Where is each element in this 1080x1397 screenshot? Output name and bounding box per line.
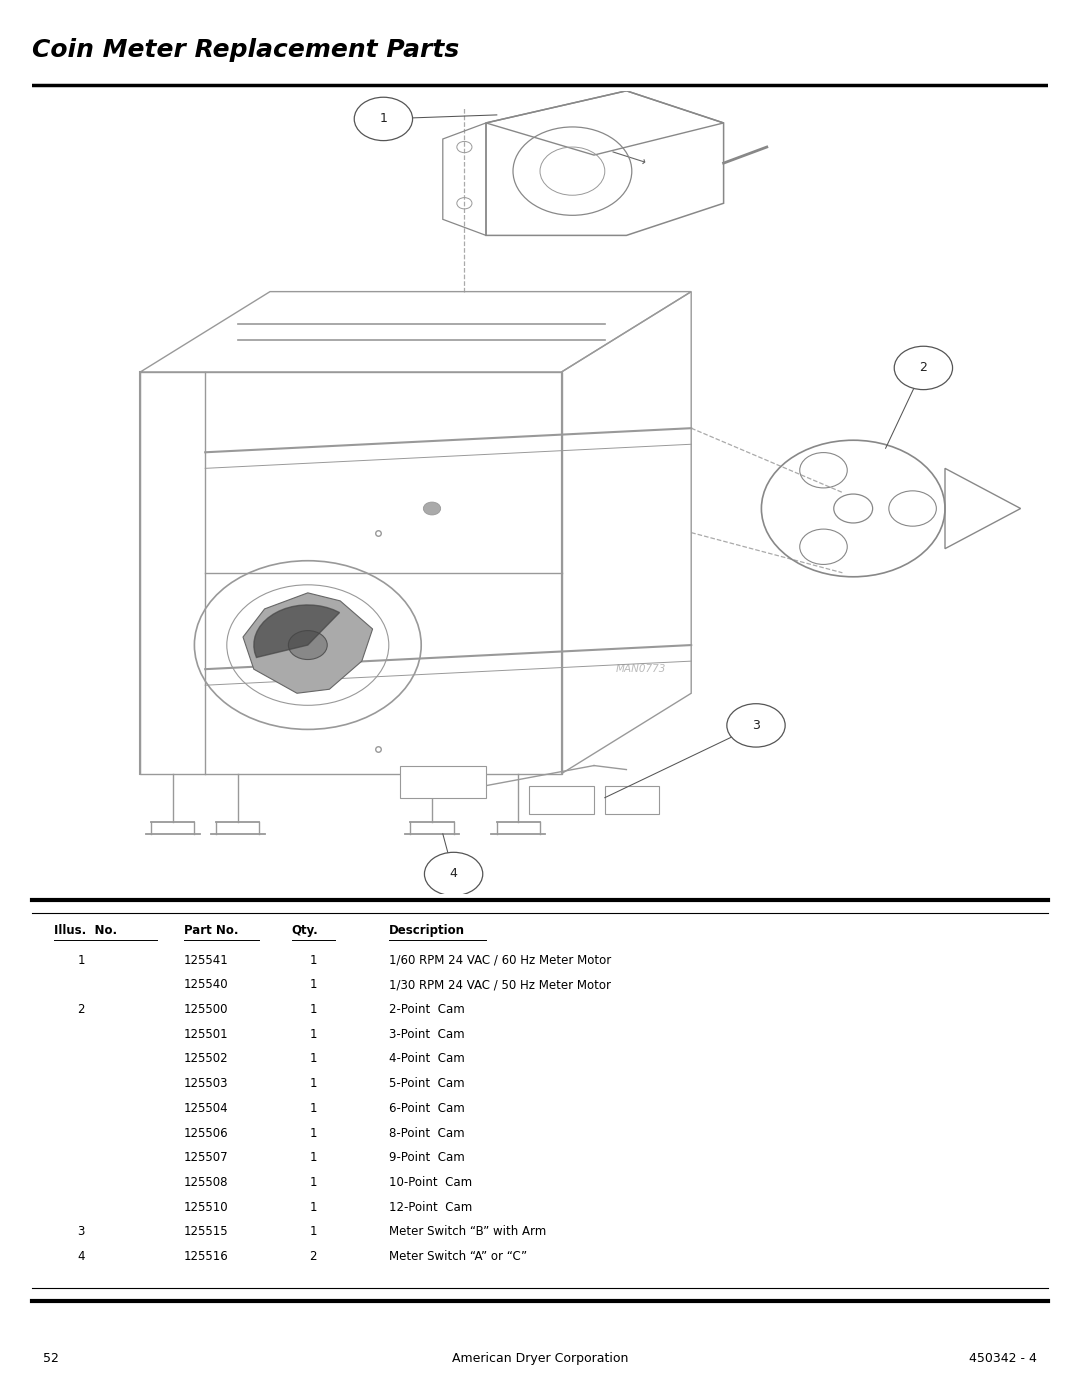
Text: 5-Point  Cam: 5-Point Cam — [389, 1077, 464, 1090]
Text: 1: 1 — [310, 1077, 316, 1090]
Text: 10-Point  Cam: 10-Point Cam — [389, 1176, 472, 1189]
Text: 2: 2 — [310, 1250, 316, 1263]
Circle shape — [354, 98, 413, 141]
Text: 1: 1 — [310, 1102, 316, 1115]
Text: 3: 3 — [78, 1225, 84, 1239]
Text: 4-Point  Cam: 4-Point Cam — [389, 1052, 464, 1066]
Text: 1: 1 — [310, 1225, 316, 1239]
Text: 1: 1 — [310, 1028, 316, 1041]
Text: 125515: 125515 — [184, 1225, 228, 1239]
Text: 1: 1 — [78, 954, 84, 967]
Text: 1: 1 — [310, 1052, 316, 1066]
Text: 125516: 125516 — [184, 1250, 228, 1263]
Text: 1: 1 — [310, 1126, 316, 1140]
Text: 125540: 125540 — [184, 978, 228, 992]
Text: 4: 4 — [78, 1250, 84, 1263]
Text: 6-Point  Cam: 6-Point Cam — [389, 1102, 464, 1115]
Polygon shape — [243, 592, 373, 693]
Text: 125501: 125501 — [184, 1028, 228, 1041]
Circle shape — [423, 502, 441, 515]
Text: 125510: 125510 — [184, 1201, 228, 1214]
Text: Description: Description — [389, 923, 464, 937]
Text: 2: 2 — [919, 362, 928, 374]
Text: 12-Point  Cam: 12-Point Cam — [389, 1201, 472, 1214]
Text: 125541: 125541 — [184, 954, 228, 967]
Text: 2-Point  Cam: 2-Point Cam — [389, 1003, 464, 1016]
Text: 1/60 RPM 24 VAC / 60 Hz Meter Motor: 1/60 RPM 24 VAC / 60 Hz Meter Motor — [389, 954, 611, 967]
Text: 4: 4 — [449, 868, 458, 880]
Text: 450342 - 4: 450342 - 4 — [969, 1352, 1037, 1365]
Bar — [529, 785, 594, 813]
Text: 3-Point  Cam: 3-Point Cam — [389, 1028, 464, 1041]
Text: 8-Point  Cam: 8-Point Cam — [389, 1126, 464, 1140]
Text: 125500: 125500 — [184, 1003, 228, 1016]
Text: 2: 2 — [78, 1003, 84, 1016]
Text: 1: 1 — [310, 1151, 316, 1164]
Text: 1: 1 — [310, 1176, 316, 1189]
Text: 52: 52 — [43, 1352, 59, 1365]
Bar — [605, 785, 659, 813]
Text: 3: 3 — [752, 719, 760, 732]
Text: 1: 1 — [379, 112, 388, 126]
Text: 125507: 125507 — [184, 1151, 228, 1164]
Text: 125502: 125502 — [184, 1052, 228, 1066]
Text: 1: 1 — [310, 954, 316, 967]
Text: 125504: 125504 — [184, 1102, 228, 1115]
Polygon shape — [254, 605, 339, 658]
Text: 9-Point  Cam: 9-Point Cam — [389, 1151, 464, 1164]
Text: Meter Switch “A” or “C”: Meter Switch “A” or “C” — [389, 1250, 527, 1263]
Text: 1: 1 — [310, 978, 316, 992]
Text: MAN0773: MAN0773 — [616, 664, 666, 675]
Circle shape — [894, 346, 953, 390]
Text: American Dryer Corporation: American Dryer Corporation — [451, 1352, 629, 1365]
Text: 125503: 125503 — [184, 1077, 228, 1090]
Text: Part No.: Part No. — [184, 923, 238, 937]
Text: 1: 1 — [310, 1003, 316, 1016]
Text: 1: 1 — [310, 1201, 316, 1214]
Circle shape — [424, 852, 483, 895]
Text: Qty.: Qty. — [292, 923, 319, 937]
Circle shape — [288, 630, 327, 659]
Text: 1/30 RPM 24 VAC / 50 Hz Meter Motor: 1/30 RPM 24 VAC / 50 Hz Meter Motor — [389, 978, 611, 992]
Bar — [400, 766, 486, 798]
Text: Illus.  No.: Illus. No. — [54, 923, 117, 937]
Circle shape — [727, 704, 785, 747]
Text: 125506: 125506 — [184, 1126, 228, 1140]
Text: Coin Meter Replacement Parts: Coin Meter Replacement Parts — [32, 38, 460, 61]
Text: 125508: 125508 — [184, 1176, 228, 1189]
Text: Meter Switch “B” with Arm: Meter Switch “B” with Arm — [389, 1225, 546, 1239]
